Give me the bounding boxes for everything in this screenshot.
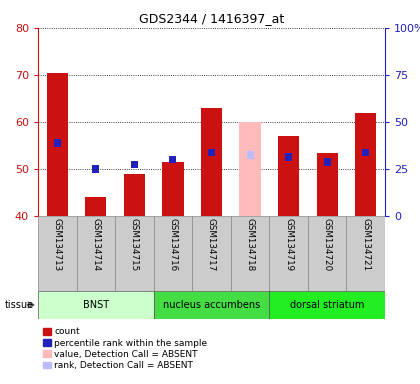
- Bar: [85, 197, 106, 216]
- Bar: [38, 216, 76, 291]
- Bar: [163, 162, 184, 216]
- Bar: [131, 161, 138, 168]
- Bar: [269, 216, 308, 291]
- Bar: [124, 174, 145, 216]
- Bar: [47, 73, 68, 216]
- Bar: [308, 216, 346, 291]
- Text: BNST: BNST: [83, 300, 109, 310]
- Title: GDS2344 / 1416397_at: GDS2344 / 1416397_at: [139, 12, 284, 25]
- Text: GSM134717: GSM134717: [207, 218, 216, 271]
- Bar: [355, 113, 376, 216]
- Bar: [231, 216, 269, 291]
- Text: GSM134713: GSM134713: [53, 218, 62, 271]
- Bar: [92, 165, 99, 173]
- Bar: [192, 216, 231, 291]
- Bar: [115, 216, 154, 291]
- Text: dorsal striatum: dorsal striatum: [290, 300, 365, 310]
- Text: GSM134721: GSM134721: [361, 218, 370, 271]
- Bar: [170, 156, 176, 163]
- Text: nucleus accumbens: nucleus accumbens: [163, 300, 260, 310]
- Bar: [285, 154, 292, 161]
- Bar: [38, 291, 154, 319]
- Text: GSM134714: GSM134714: [91, 218, 100, 271]
- Legend: count, percentile rank within the sample, value, Detection Call = ABSENT, rank, : count, percentile rank within the sample…: [42, 327, 207, 370]
- Bar: [154, 291, 269, 319]
- Bar: [54, 139, 61, 147]
- Bar: [362, 149, 369, 156]
- Bar: [247, 151, 254, 159]
- Text: GSM134715: GSM134715: [130, 218, 139, 271]
- Bar: [278, 136, 299, 216]
- Text: GSM134716: GSM134716: [168, 218, 177, 271]
- Bar: [239, 122, 261, 216]
- Bar: [201, 108, 222, 216]
- Text: GSM134718: GSM134718: [246, 218, 255, 271]
- Bar: [324, 158, 331, 166]
- Text: tissue: tissue: [5, 300, 34, 310]
- Bar: [76, 216, 115, 291]
- Bar: [154, 216, 192, 291]
- Bar: [317, 152, 338, 216]
- Bar: [269, 291, 385, 319]
- Text: GSM134719: GSM134719: [284, 218, 293, 271]
- Text: GSM134720: GSM134720: [323, 218, 332, 271]
- Bar: [208, 149, 215, 156]
- Bar: [346, 216, 385, 291]
